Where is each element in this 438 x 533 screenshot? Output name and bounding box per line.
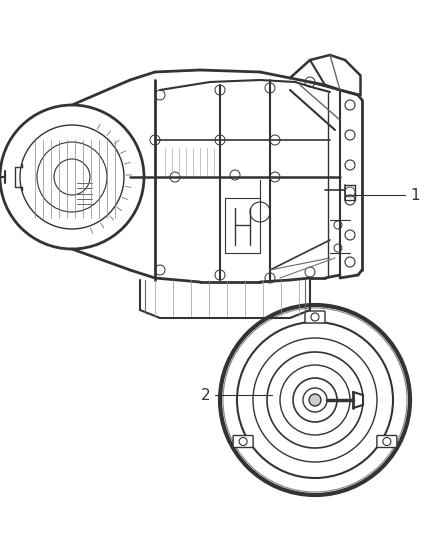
Circle shape — [345, 230, 355, 240]
Circle shape — [383, 438, 391, 446]
Bar — [225, 198, 260, 253]
FancyBboxPatch shape — [377, 435, 397, 448]
Text: 2: 2 — [200, 387, 210, 402]
Circle shape — [345, 257, 355, 267]
FancyBboxPatch shape — [233, 435, 253, 448]
Circle shape — [309, 394, 321, 406]
FancyBboxPatch shape — [305, 311, 325, 323]
Circle shape — [345, 130, 355, 140]
Text: 1: 1 — [410, 188, 420, 203]
Circle shape — [345, 195, 355, 205]
Circle shape — [239, 438, 247, 446]
Circle shape — [345, 160, 355, 170]
Circle shape — [311, 313, 319, 321]
Circle shape — [345, 100, 355, 110]
